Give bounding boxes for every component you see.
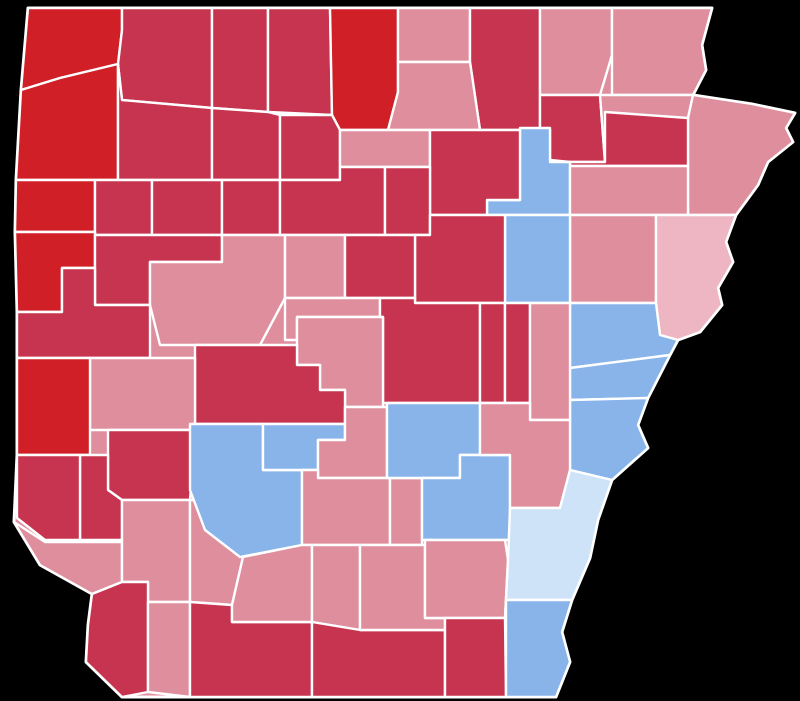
county-carroll: [116, 6, 214, 110]
county-johnson: [150, 178, 224, 237]
county-montgomery: [88, 356, 197, 432]
county-conway: [283, 233, 347, 300]
county-izard: [386, 60, 482, 132]
county-cleburne: [383, 165, 432, 237]
county-woodruff: [503, 213, 572, 305]
county-chicot: [504, 598, 574, 699]
county-franklin: [93, 178, 154, 237]
county-lonoke: [478, 301, 507, 405]
county-poinsett: [568, 164, 690, 217]
county-union: [310, 620, 447, 699]
county-calhoun: [310, 543, 362, 632]
county-monroe: [528, 301, 572, 422]
county-ouachita: [230, 543, 314, 624]
county-stone: [338, 128, 432, 169]
county-sharp: [468, 6, 542, 132]
county-searcy: [278, 113, 342, 182]
county-lafayette: [146, 600, 192, 699]
county-sevier: [15, 453, 82, 542]
county-ashley: [443, 616, 508, 699]
county-drew: [423, 538, 510, 620]
county-polk: [15, 356, 92, 457]
county-prairie: [503, 301, 532, 405]
county-randolph: [538, 6, 614, 97]
county-phillips: [568, 396, 650, 482]
county-cross: [568, 213, 658, 305]
county-desha: [503, 468, 614, 620]
county-marion: [266, 6, 334, 117]
county-crittenden: [654, 213, 738, 342]
county-faulkner: [343, 233, 417, 300]
county-dallas: [300, 468, 392, 547]
county-boone: [210, 6, 270, 114]
county-cleveland: [388, 476, 424, 547]
county-crawford: [13, 178, 97, 234]
county-pope: [220, 178, 282, 237]
county-miller: [84, 580, 150, 699]
county-clay: [610, 6, 714, 97]
county-fulton: [396, 6, 472, 64]
county-pike: [106, 428, 197, 502]
county-newton: [210, 106, 282, 182]
county-baxter: [328, 6, 400, 132]
county-pulaski: [378, 296, 482, 405]
